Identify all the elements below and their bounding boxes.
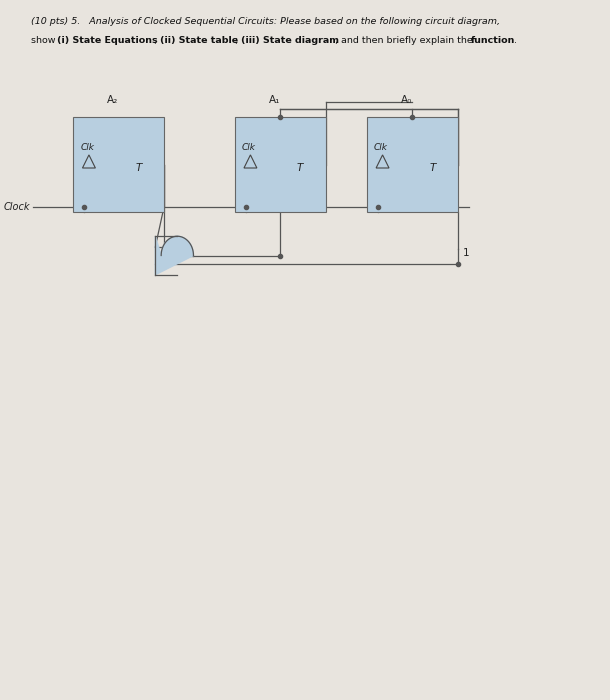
Polygon shape [156, 237, 193, 274]
FancyBboxPatch shape [73, 117, 164, 211]
Text: 1: 1 [462, 248, 469, 258]
Text: A₀: A₀ [401, 94, 412, 104]
Text: Clk: Clk [242, 143, 256, 151]
Text: Clk: Clk [374, 143, 388, 151]
Text: A₁: A₁ [268, 94, 280, 104]
Text: function: function [471, 36, 515, 46]
Text: (10 pts) 5.   Analysis of Clocked Sequential Circuits: Please based on the follo: (10 pts) 5. Analysis of Clocked Sequenti… [30, 18, 500, 27]
Text: T: T [297, 163, 303, 173]
Text: (ii) State table: (ii) State table [160, 36, 238, 46]
Text: Clk: Clk [80, 143, 94, 151]
Text: ;: ; [154, 36, 160, 46]
FancyBboxPatch shape [367, 117, 458, 211]
Text: ;: ; [235, 36, 242, 46]
Text: .: . [514, 36, 517, 46]
Text: (iii) State diagram: (iii) State diagram [241, 36, 339, 46]
Text: , and then briefly explain the: , and then briefly explain the [336, 36, 476, 46]
Text: A₂: A₂ [107, 94, 118, 104]
Text: Clock: Clock [4, 202, 30, 211]
FancyBboxPatch shape [235, 117, 326, 211]
Text: T: T [429, 163, 436, 173]
Text: show: show [30, 36, 58, 46]
Text: (i) State Equations: (i) State Equations [57, 36, 157, 46]
Text: T: T [135, 163, 142, 173]
